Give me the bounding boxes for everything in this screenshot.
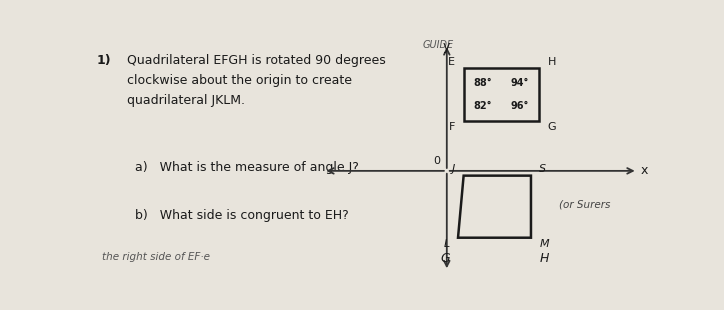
Text: 1): 1) (96, 54, 111, 67)
Text: S: S (539, 164, 547, 175)
Text: (or Surers: (or Surers (559, 199, 610, 209)
Text: M: M (539, 239, 549, 249)
Text: J: J (452, 164, 455, 175)
Text: G: G (548, 122, 557, 132)
Text: G: G (440, 252, 450, 265)
Text: H: H (539, 252, 549, 265)
Text: b)   What side is congruent to EH?: b) What side is congruent to EH? (135, 209, 349, 222)
Text: 96°: 96° (511, 101, 529, 111)
Text: H: H (548, 57, 556, 67)
Text: a)   What is the measure of angle J?: a) What is the measure of angle J? (135, 161, 359, 174)
Text: 82°: 82° (473, 101, 492, 111)
Text: E: E (448, 57, 455, 67)
Text: x: x (641, 164, 648, 177)
Text: the right side of EF·e: the right side of EF·e (101, 252, 210, 262)
Text: F: F (449, 122, 455, 132)
Text: 94°: 94° (511, 78, 529, 88)
Text: 0: 0 (433, 156, 440, 166)
Text: Quadrilateral EFGH is rotated 90 degrees
clockwise about the origin to create
qu: Quadrilateral EFGH is rotated 90 degrees… (127, 54, 386, 107)
Text: L: L (443, 239, 450, 249)
Text: y: y (443, 40, 450, 53)
Text: 88°: 88° (473, 78, 492, 88)
Text: GUIDE: GUIDE (423, 40, 454, 50)
